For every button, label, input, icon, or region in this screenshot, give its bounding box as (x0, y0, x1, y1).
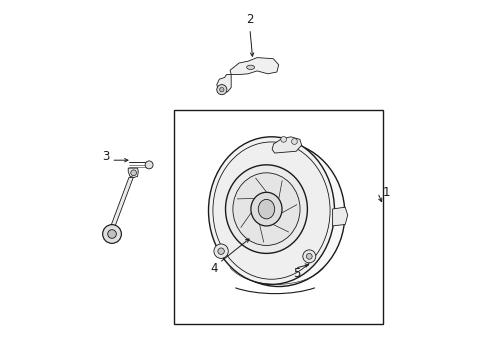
Text: 4: 4 (210, 262, 217, 275)
Polygon shape (272, 137, 301, 153)
Circle shape (219, 87, 224, 92)
Text: 2: 2 (245, 13, 253, 26)
Polygon shape (216, 75, 231, 93)
Polygon shape (110, 177, 133, 229)
Circle shape (145, 161, 153, 169)
Ellipse shape (212, 142, 329, 279)
Ellipse shape (246, 65, 254, 69)
Text: 3: 3 (102, 150, 109, 163)
Circle shape (306, 253, 311, 259)
Circle shape (216, 85, 226, 95)
Circle shape (102, 225, 121, 243)
Circle shape (291, 139, 297, 144)
Polygon shape (230, 58, 278, 75)
Ellipse shape (232, 173, 300, 246)
Ellipse shape (212, 142, 344, 287)
Polygon shape (332, 207, 347, 226)
Ellipse shape (225, 165, 307, 253)
Circle shape (130, 170, 136, 176)
Circle shape (107, 230, 116, 238)
Text: 1: 1 (382, 186, 389, 199)
Circle shape (302, 250, 315, 263)
Polygon shape (128, 168, 138, 177)
Circle shape (218, 248, 224, 255)
Circle shape (280, 136, 286, 142)
Text: 5: 5 (292, 267, 300, 280)
Ellipse shape (208, 137, 334, 284)
Ellipse shape (250, 192, 282, 226)
Circle shape (213, 244, 228, 258)
Bar (174, 110, 382, 324)
Ellipse shape (258, 199, 274, 219)
